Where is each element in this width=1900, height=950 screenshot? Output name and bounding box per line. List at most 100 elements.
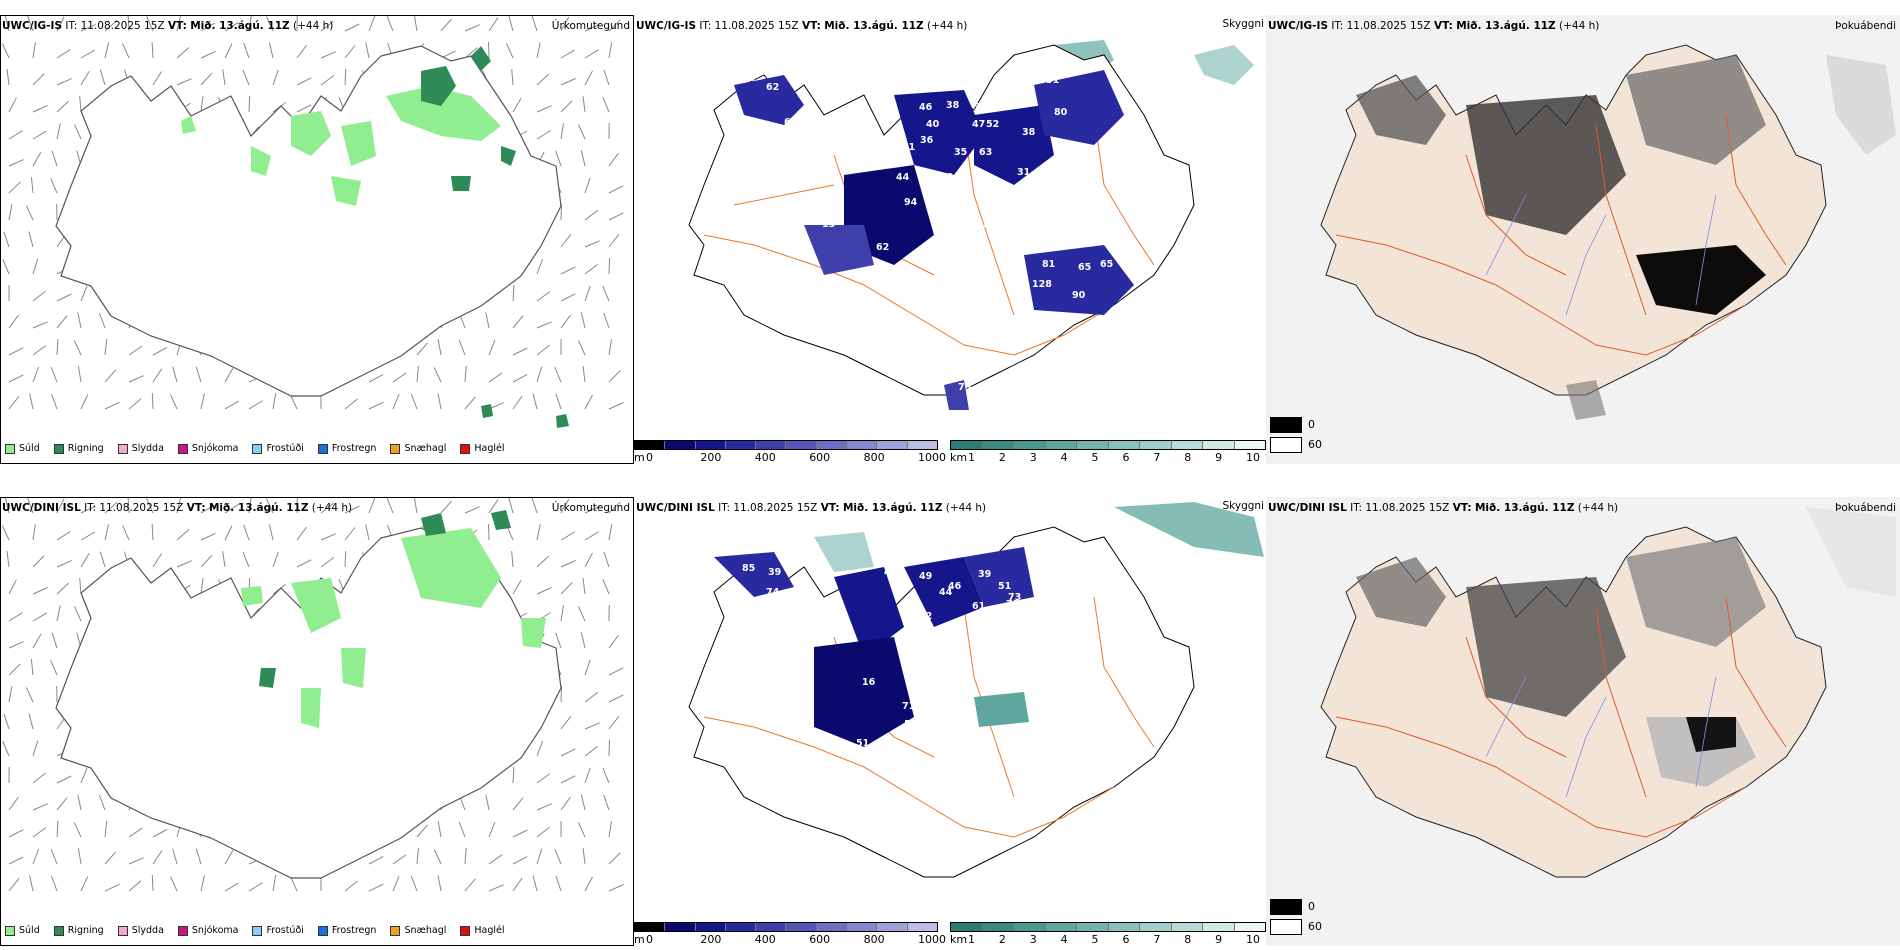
legend-item: Snæhagl (390, 443, 446, 454)
cloud-base-label: 66 (948, 683, 962, 694)
wind-barb (603, 312, 610, 329)
wind-barb (577, 124, 586, 140)
wind-barb (368, 856, 384, 865)
cloud-base-label: 65 (1100, 259, 1113, 270)
wind-barb (368, 16, 376, 32)
ceiling-ticks-row2: m 0 200 400 600 800 1000 (634, 933, 946, 946)
colorbar-tick: 400 (754, 451, 776, 464)
wind-barb (32, 345, 47, 356)
wind-barb (56, 498, 65, 514)
visibility-colorbar-row1 (950, 440, 1266, 450)
rivers (1485, 676, 1717, 798)
colorbar-segment (725, 441, 757, 449)
wind-barb (320, 502, 334, 514)
ceiling-colorbar-row2 (634, 922, 938, 932)
colorbar-tick: 6 (1122, 933, 1130, 946)
wind-barb (608, 821, 612, 838)
wind-barb (488, 854, 503, 865)
wind-barb (50, 178, 58, 194)
legend-swatch (117, 925, 128, 936)
colorbar-segment (1140, 441, 1172, 449)
wind-barb (440, 18, 452, 32)
wind-barb (368, 498, 376, 514)
wind-barb (104, 20, 118, 32)
wind-barb (51, 150, 58, 167)
cloud-patches (734, 70, 1134, 410)
colorbar-tick: 7 (1153, 451, 1161, 464)
wind-barb (560, 203, 562, 221)
title-row1-panel1: UWC/IG-IS IT: 11.08.2025 15Z VT: Mið. 13… (2, 20, 333, 32)
title-row2-panel1: UWC/DINI ISL IT: 11.08.2025 15Z VT: Mið.… (2, 502, 353, 514)
cloud-base-label: 49 (919, 571, 932, 582)
wind-barb (392, 876, 400, 892)
cloud-base-label: 51 (856, 738, 869, 749)
wind-barb (151, 392, 154, 410)
legend-swatch (460, 925, 471, 936)
wind-barb (176, 498, 182, 514)
wind-barb (344, 45, 356, 59)
wind-barb (224, 849, 234, 865)
wind-barb (272, 551, 279, 568)
wind-barb (152, 850, 163, 865)
wind-barb (224, 503, 239, 514)
wind-barb (464, 878, 476, 892)
wind-barb (248, 882, 263, 892)
wind-barb (73, 340, 82, 356)
wind-barb (512, 347, 528, 356)
wind-barb (30, 659, 34, 676)
cloud-base-label: 40 (940, 172, 954, 183)
wind-barb (488, 523, 490, 541)
wind-barb (248, 16, 252, 32)
wind-barb (28, 713, 34, 730)
wind-barb (265, 16, 274, 32)
cloud-numbers: 73 67 62 68 46 38 37 50 51 40 36 47 52 38 80 71 35 63 44 40… (742, 67, 1113, 393)
wind-barb (488, 372, 503, 383)
wind-barb (392, 394, 400, 410)
colorbar-segment (982, 923, 1014, 931)
wind-barb (433, 367, 442, 383)
wind-barb (584, 49, 599, 59)
cloud-base-label: 68 (974, 627, 988, 638)
wind-barb (32, 290, 46, 302)
wind-barb (488, 499, 499, 514)
legend-label: Súld (19, 925, 40, 936)
wind-barb (80, 23, 96, 32)
wind-barb (4, 498, 10, 514)
wind-barb (224, 367, 234, 383)
wind-barb (560, 796, 571, 811)
wind-barb (584, 263, 599, 275)
wind-barb (200, 554, 213, 568)
wind-barb (80, 531, 96, 541)
wind-barb (32, 524, 36, 541)
wind-barb (80, 71, 90, 86)
legend-item: Frostregn (317, 443, 376, 454)
colorbar-segment (951, 923, 983, 931)
legend-item: Frostúði (252, 925, 304, 936)
cloud-base-label: 46 (902, 746, 916, 757)
wind-barb (320, 75, 335, 86)
wind-barb (365, 42, 370, 59)
wind-barb (413, 16, 418, 32)
wind-barb (8, 97, 17, 113)
wind-barb (170, 394, 178, 410)
wind-barb (580, 150, 586, 167)
colorbar-tick: 5 (1091, 451, 1099, 464)
wind-barb (8, 347, 24, 356)
cloud-base-label: 62 (766, 82, 779, 93)
wind-barb (50, 660, 58, 676)
wind-barb (580, 794, 586, 811)
wind-barb (560, 716, 572, 730)
panel-label-fog: Þokuábendi (1835, 20, 1896, 32)
wind-barb (368, 883, 384, 892)
wind-barb (560, 685, 562, 703)
cloud-base-label: 61 (972, 601, 985, 612)
wind-barb (416, 824, 428, 838)
wind-barb (29, 875, 34, 892)
wind-barb (272, 875, 277, 892)
wind-barb (392, 854, 407, 865)
legend-label: Haglél (474, 443, 505, 454)
wind-barb (555, 150, 562, 167)
wind-barb (602, 286, 610, 302)
wind-barb (536, 321, 552, 329)
wind-barb (554, 367, 562, 383)
